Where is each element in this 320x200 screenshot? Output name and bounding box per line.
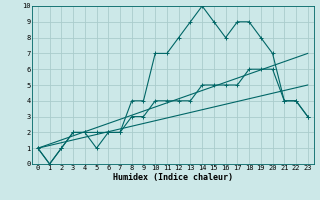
- X-axis label: Humidex (Indice chaleur): Humidex (Indice chaleur): [113, 173, 233, 182]
